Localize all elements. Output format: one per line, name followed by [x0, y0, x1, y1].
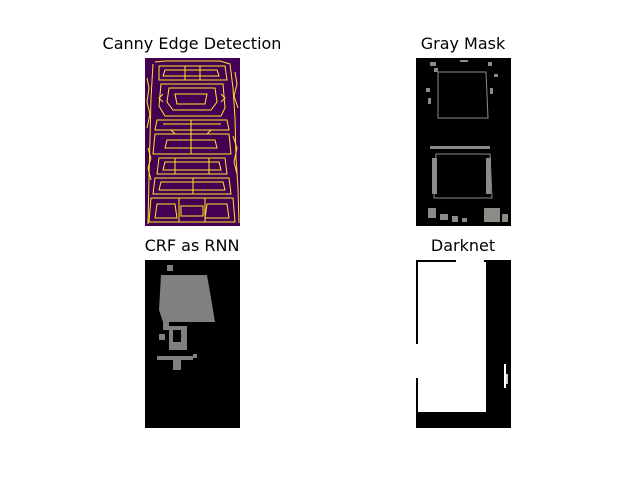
panel-title-canny: Canny Edge Detection	[102, 34, 282, 53]
darknet-image	[416, 260, 511, 428]
gray-mask-image	[416, 58, 511, 226]
panel-title-gray-mask: Gray Mask	[420, 34, 506, 53]
panel-title-darknet: Darknet	[430, 236, 496, 255]
panel-title-crf: CRF as RNN	[144, 236, 240, 255]
canny-edge-image	[145, 58, 240, 226]
crf-rnn-image	[145, 260, 240, 428]
